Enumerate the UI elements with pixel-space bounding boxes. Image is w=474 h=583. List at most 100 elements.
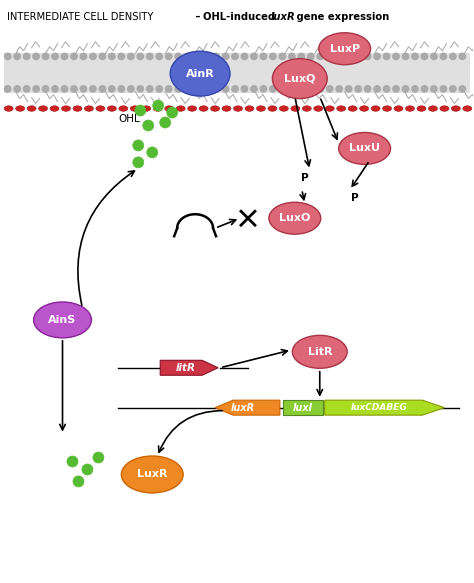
Circle shape <box>327 86 333 92</box>
Circle shape <box>294 167 316 189</box>
Circle shape <box>355 86 361 92</box>
Bar <box>4 52 470 93</box>
Ellipse shape <box>73 106 82 111</box>
Ellipse shape <box>273 59 327 99</box>
Circle shape <box>128 86 134 92</box>
Text: LuxP: LuxP <box>329 44 360 54</box>
Circle shape <box>14 53 20 59</box>
Ellipse shape <box>394 106 403 111</box>
Circle shape <box>412 86 418 92</box>
Text: LuxO: LuxO <box>279 213 310 223</box>
Ellipse shape <box>269 202 321 234</box>
Circle shape <box>251 53 257 59</box>
Ellipse shape <box>325 106 334 111</box>
Ellipse shape <box>383 106 392 111</box>
Circle shape <box>33 86 39 92</box>
Ellipse shape <box>164 106 173 111</box>
Ellipse shape <box>84 106 93 111</box>
Ellipse shape <box>337 106 346 111</box>
Circle shape <box>402 53 409 59</box>
Circle shape <box>4 86 11 92</box>
Circle shape <box>459 86 465 92</box>
Circle shape <box>143 120 154 131</box>
Circle shape <box>99 53 106 59</box>
Circle shape <box>431 86 437 92</box>
Text: OHL-induced: OHL-induced <box>203 12 279 22</box>
Circle shape <box>459 53 465 59</box>
Circle shape <box>203 53 210 59</box>
Circle shape <box>118 53 125 59</box>
Ellipse shape <box>463 106 472 111</box>
Circle shape <box>260 53 266 59</box>
Circle shape <box>440 86 447 92</box>
Circle shape <box>147 147 158 158</box>
Circle shape <box>175 86 182 92</box>
Text: OHL: OHL <box>118 114 140 124</box>
Ellipse shape <box>27 106 36 111</box>
Circle shape <box>153 100 164 111</box>
Circle shape <box>203 86 210 92</box>
Circle shape <box>194 86 201 92</box>
Circle shape <box>23 86 30 92</box>
Circle shape <box>128 53 134 59</box>
Ellipse shape <box>302 106 311 111</box>
Ellipse shape <box>188 106 197 111</box>
Circle shape <box>289 86 295 92</box>
Circle shape <box>61 53 68 59</box>
Circle shape <box>336 86 342 92</box>
Circle shape <box>213 86 219 92</box>
Circle shape <box>133 140 144 151</box>
Ellipse shape <box>292 335 347 368</box>
Circle shape <box>71 86 77 92</box>
Circle shape <box>374 53 380 59</box>
Circle shape <box>298 53 304 59</box>
Circle shape <box>184 53 191 59</box>
Text: litR: litR <box>176 363 196 373</box>
Ellipse shape <box>279 106 288 111</box>
Circle shape <box>421 53 428 59</box>
Text: LuxQ: LuxQ <box>284 73 316 83</box>
Ellipse shape <box>348 106 357 111</box>
Circle shape <box>82 464 93 475</box>
Circle shape <box>61 86 68 92</box>
Circle shape <box>160 117 171 128</box>
Ellipse shape <box>371 106 380 111</box>
Circle shape <box>90 53 96 59</box>
Circle shape <box>450 86 456 92</box>
Circle shape <box>137 86 144 92</box>
Ellipse shape <box>417 106 426 111</box>
Circle shape <box>137 53 144 59</box>
Circle shape <box>393 86 399 92</box>
Circle shape <box>241 53 248 59</box>
Circle shape <box>440 53 447 59</box>
Ellipse shape <box>16 106 25 111</box>
Circle shape <box>279 53 285 59</box>
Circle shape <box>402 86 409 92</box>
Ellipse shape <box>119 106 128 111</box>
Circle shape <box>175 53 182 59</box>
Circle shape <box>109 53 115 59</box>
Text: luxR: luxR <box>230 403 255 413</box>
Circle shape <box>4 53 11 59</box>
Ellipse shape <box>210 106 219 111</box>
Text: INTERMEDIATE CELL DENSITY: INTERMEDIATE CELL DENSITY <box>7 12 153 22</box>
Ellipse shape <box>38 106 47 111</box>
Ellipse shape <box>222 106 231 111</box>
Circle shape <box>355 53 361 59</box>
Ellipse shape <box>199 106 208 111</box>
Ellipse shape <box>62 106 71 111</box>
Circle shape <box>232 53 238 59</box>
Circle shape <box>80 53 87 59</box>
Circle shape <box>67 456 78 467</box>
Circle shape <box>412 53 418 59</box>
Circle shape <box>99 86 106 92</box>
FancyArrow shape <box>325 400 445 415</box>
Circle shape <box>450 53 456 59</box>
Circle shape <box>194 53 201 59</box>
Text: LitR: LitR <box>308 347 332 357</box>
Circle shape <box>52 53 58 59</box>
Text: gene expression: gene expression <box>293 12 389 22</box>
Circle shape <box>23 53 30 59</box>
Circle shape <box>165 86 172 92</box>
Circle shape <box>346 86 352 92</box>
